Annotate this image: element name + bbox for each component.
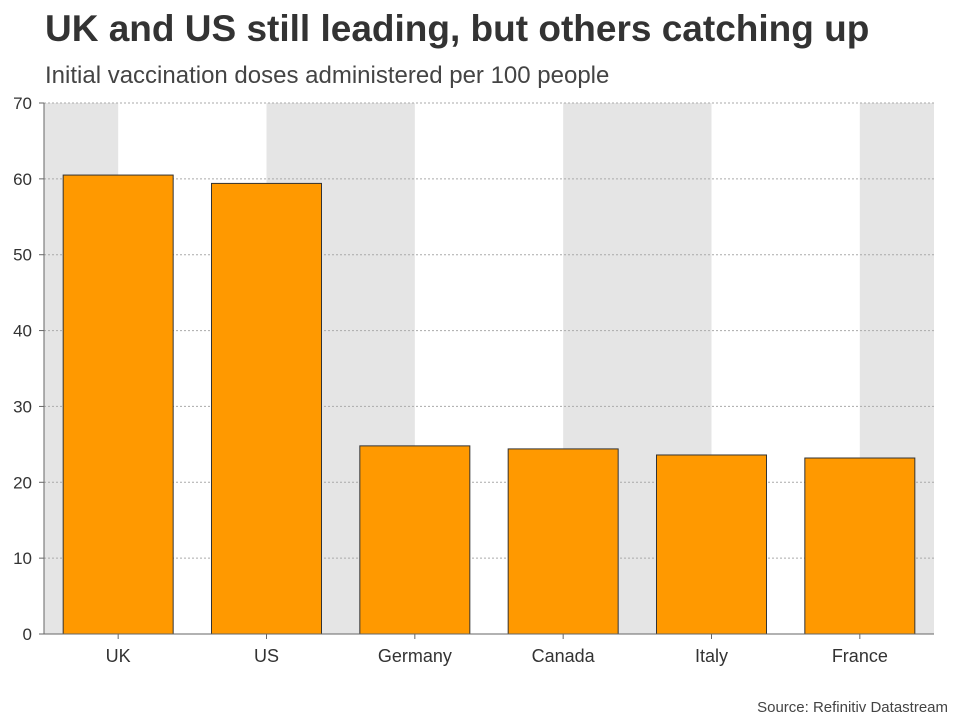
bar-france	[804, 457, 916, 635]
x-tick-label: France	[832, 646, 888, 666]
y-tick-label: 60	[13, 170, 32, 189]
y-tick-label: 0	[23, 625, 32, 644]
source-note: Source: Refinitiv Datastream	[757, 699, 948, 716]
bar-canada	[507, 448, 619, 635]
bar-us	[211, 182, 322, 635]
x-tick-label: Germany	[378, 646, 452, 666]
bar-uk	[62, 174, 174, 635]
y-tick-label: 30	[13, 397, 32, 416]
y-tick-label: 50	[13, 246, 32, 265]
y-tick-label: 40	[13, 322, 32, 341]
x-tick-label: Italy	[695, 646, 728, 666]
chart-title: UK and US still leading, but others catc…	[45, 8, 870, 49]
bar-germany	[359, 445, 471, 635]
y-tick-label: 70	[13, 94, 32, 113]
y-tick-label: 10	[13, 549, 32, 568]
chart-subtitle: Initial vaccination doses administered p…	[45, 62, 610, 89]
bar-italy	[656, 454, 767, 635]
y-tick-label: 20	[13, 473, 32, 492]
x-tick-label: Canada	[532, 646, 596, 666]
x-tick-label: US	[254, 646, 279, 666]
x-tick-label: UK	[106, 646, 131, 666]
